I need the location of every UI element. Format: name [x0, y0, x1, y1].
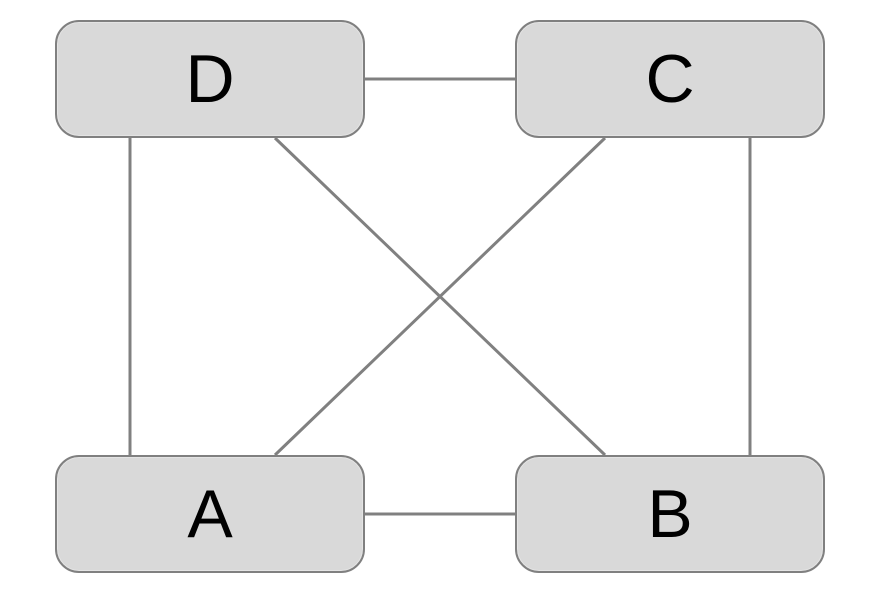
node-label: C	[645, 40, 694, 118]
node-label: A	[187, 475, 232, 553]
node-c: C	[515, 20, 825, 138]
node-b: B	[515, 455, 825, 573]
node-a: A	[55, 455, 365, 573]
edge-c-a	[275, 138, 605, 455]
edge-d-b	[275, 138, 605, 455]
node-d: D	[55, 20, 365, 138]
network-diagram: D C A B	[0, 0, 883, 601]
node-label: D	[185, 40, 234, 118]
node-label: B	[647, 475, 692, 553]
